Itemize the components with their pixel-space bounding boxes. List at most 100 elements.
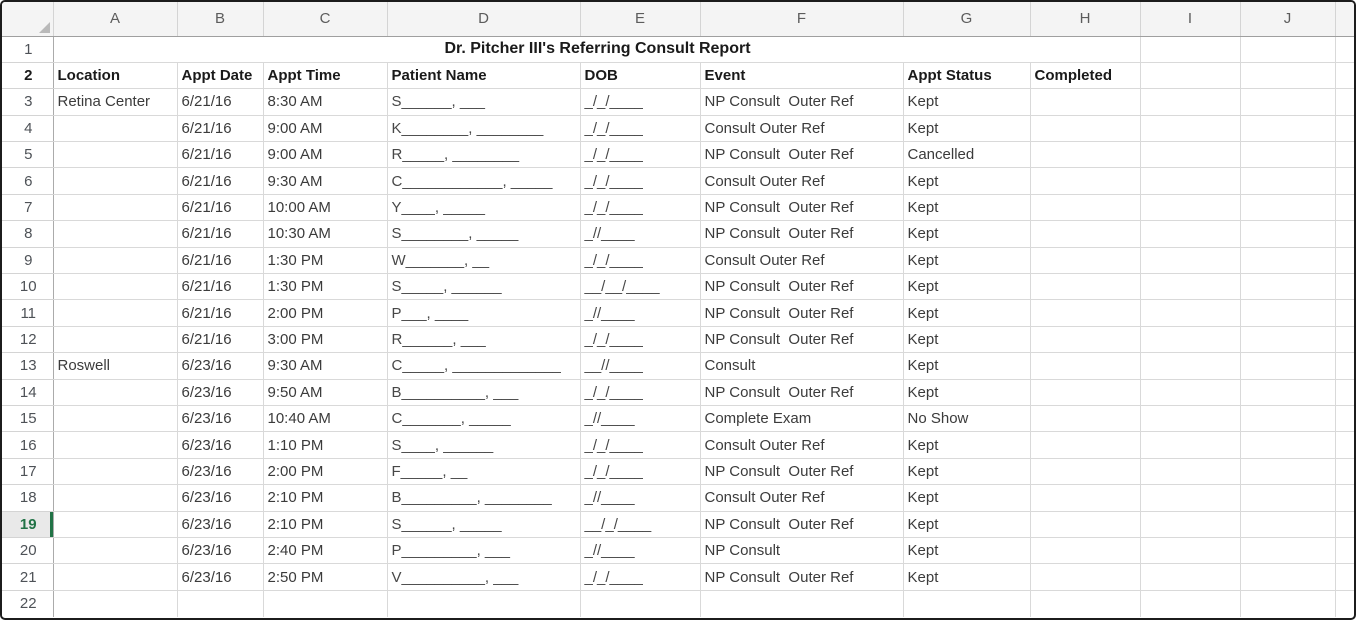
column-header-j[interactable]: J [1240, 2, 1336, 37]
cell-event[interactable]: NP Consult Outer Ref [700, 563, 904, 591]
row-header[interactable]: 16 [2, 431, 54, 459]
cell-appt-time[interactable]: 8:30 AM [263, 88, 388, 116]
cell-i[interactable] [1140, 431, 1241, 459]
cell-event[interactable]: Complete Exam [700, 405, 904, 433]
cell-patient-name[interactable]: R______, ___ [387, 326, 581, 354]
cell-patient-name[interactable]: C_______, _____ [387, 405, 581, 433]
cell-dob[interactable]: _/_/____ [580, 88, 701, 116]
cell-patient-name[interactable]: B_________, ________ [387, 484, 581, 512]
cell-location[interactable] [53, 141, 178, 169]
cell-appt-time[interactable]: 9:50 AM [263, 379, 388, 406]
cell-location[interactable] [53, 484, 178, 512]
row-header[interactable]: 17 [2, 458, 54, 486]
cell-patient-name[interactable]: R_____, ________ [387, 141, 581, 169]
cell-patient-name[interactable]: F_____, __ [387, 458, 581, 486]
cell-appt-status[interactable]: Kept [903, 167, 1031, 195]
cell-completed[interactable] [1030, 326, 1141, 354]
cell-appt-time[interactable]: 1:10 PM [263, 431, 388, 459]
select-all-corner[interactable] [2, 2, 54, 37]
cell-appt-time[interactable]: 10:30 AM [263, 220, 388, 248]
cell-j[interactable] [1240, 379, 1336, 406]
header-event[interactable]: Event [700, 62, 904, 90]
cell-appt-date[interactable]: 6/21/16 [177, 141, 264, 169]
cell-completed[interactable] [1030, 220, 1141, 248]
cell-dob[interactable]: _/_/____ [580, 141, 701, 169]
cell-i[interactable] [1140, 247, 1241, 275]
cell-i[interactable] [1140, 141, 1241, 169]
cell-d22[interactable] [387, 590, 581, 618]
cell-event[interactable]: NP Consult [700, 537, 904, 565]
cell-i[interactable] [1140, 563, 1241, 591]
row-header-2[interactable]: 2 [2, 62, 54, 90]
cell-j[interactable] [1240, 88, 1336, 116]
cell-dob[interactable]: _/_/____ [580, 431, 701, 459]
cell-i[interactable] [1140, 220, 1241, 248]
cell-event[interactable]: Consult Outer Ref [700, 167, 904, 195]
cell-appt-date[interactable]: 6/23/16 [177, 511, 264, 538]
cell-completed[interactable] [1030, 247, 1141, 275]
report-title[interactable]: Dr. Pitcher III's Referring Consult Repo… [53, 36, 1141, 63]
cell-appt-status[interactable]: Kept [903, 273, 1031, 301]
cell-appt-date[interactable]: 6/23/16 [177, 537, 264, 565]
cell-completed[interactable] [1030, 167, 1141, 195]
cell-completed[interactable] [1030, 458, 1141, 486]
cell-completed[interactable] [1030, 194, 1141, 222]
cell-location[interactable] [53, 431, 178, 459]
cell-i2[interactable] [1140, 62, 1241, 90]
cell-appt-date[interactable]: 6/21/16 [177, 115, 264, 143]
cell-patient-name[interactable]: K________, ________ [387, 115, 581, 143]
cell-j22[interactable] [1240, 590, 1336, 618]
cell-appt-time[interactable]: 10:40 AM [263, 405, 388, 433]
cell-event[interactable]: NP Consult Outer Ref [700, 220, 904, 248]
row-header[interactable]: 10 [2, 273, 54, 301]
cell-completed[interactable] [1030, 299, 1141, 327]
cell-appt-status[interactable]: Kept [903, 115, 1031, 143]
cell-f22[interactable] [700, 590, 904, 618]
cell-dob[interactable]: __//____ [580, 352, 701, 380]
cell-appt-status[interactable]: Kept [903, 458, 1031, 486]
cell-patient-name[interactable]: P_________, ___ [387, 537, 581, 565]
cell-j[interactable] [1240, 141, 1336, 169]
cell-dob[interactable]: __/_/____ [580, 511, 701, 538]
column-header-g[interactable]: G [903, 2, 1031, 37]
row-header[interactable]: 19 [2, 511, 54, 538]
row-header[interactable]: 13 [2, 352, 54, 380]
column-header-i[interactable]: I [1140, 2, 1241, 37]
cell-appt-time[interactable]: 2:00 PM [263, 299, 388, 327]
cell-dob[interactable]: _//____ [580, 405, 701, 433]
cell-i[interactable] [1140, 458, 1241, 486]
cell-appt-status[interactable]: Kept [903, 247, 1031, 275]
row-header[interactable]: 5 [2, 141, 54, 169]
cell-j[interactable] [1240, 220, 1336, 248]
cell-event[interactable]: Consult Outer Ref [700, 247, 904, 275]
cell-patient-name[interactable]: S______, _____ [387, 511, 581, 538]
row-header[interactable]: 7 [2, 194, 54, 222]
cell-j[interactable] [1240, 511, 1336, 538]
cell-dob[interactable]: __/__/____ [580, 273, 701, 301]
cell-j[interactable] [1240, 484, 1336, 512]
cell-location[interactable] [53, 167, 178, 195]
header-appt-time[interactable]: Appt Time [263, 62, 388, 90]
cell-patient-name[interactable]: S______, ___ [387, 88, 581, 116]
cell-appt-date[interactable]: 6/21/16 [177, 299, 264, 327]
cell-dob[interactable]: _/_/____ [580, 115, 701, 143]
cell-appt-time[interactable]: 9:30 AM [263, 167, 388, 195]
cell-appt-time[interactable]: 9:30 AM [263, 352, 388, 380]
cell-patient-name[interactable]: C_____, _____________ [387, 352, 581, 380]
cell-j[interactable] [1240, 431, 1336, 459]
cell-location[interactable]: Retina Center [53, 88, 178, 116]
cell-appt-time[interactable]: 9:00 AM [263, 115, 388, 143]
cell-appt-date[interactable]: 6/21/16 [177, 326, 264, 354]
row-header[interactable]: 21 [2, 563, 54, 591]
cell-location[interactable] [53, 405, 178, 433]
cell-appt-status[interactable]: Kept [903, 537, 1031, 565]
cell-event[interactable]: NP Consult Outer Ref [700, 299, 904, 327]
cell-event[interactable]: NP Consult Outer Ref [700, 326, 904, 354]
cell-j[interactable] [1240, 326, 1336, 354]
cell-i[interactable] [1140, 273, 1241, 301]
row-header-1[interactable]: 1 [2, 36, 54, 63]
row-header[interactable]: 3 [2, 88, 54, 116]
row-header[interactable]: 14 [2, 379, 54, 406]
cell-j[interactable] [1240, 247, 1336, 275]
cell-dob[interactable]: _/_/____ [580, 379, 701, 406]
